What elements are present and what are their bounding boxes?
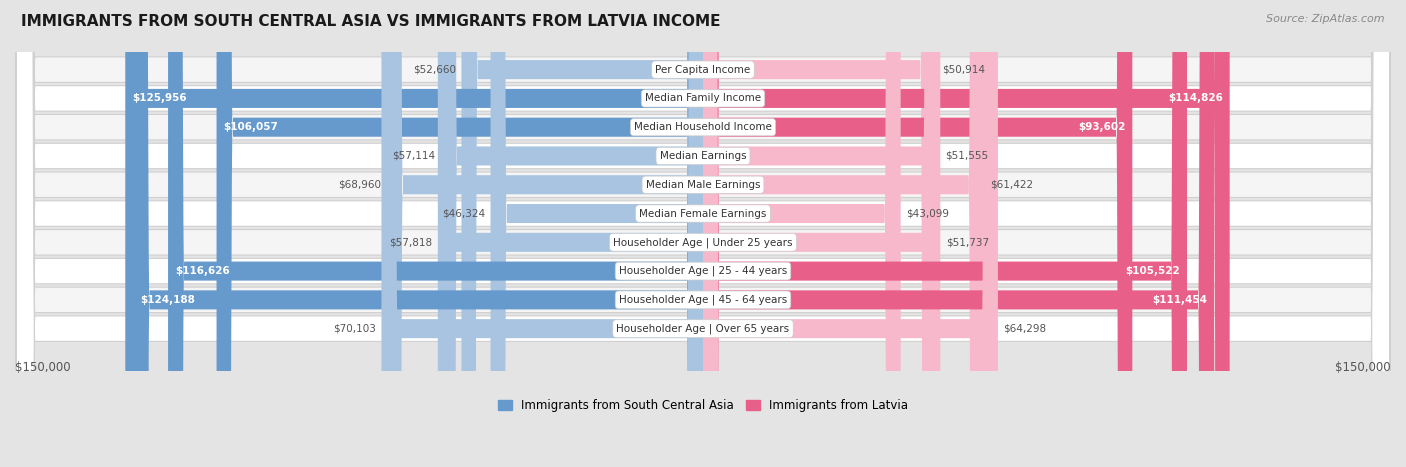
- FancyBboxPatch shape: [703, 0, 901, 467]
- Text: $105,522: $105,522: [1125, 266, 1180, 276]
- FancyBboxPatch shape: [703, 0, 1215, 467]
- Text: $61,422: $61,422: [990, 180, 1033, 190]
- FancyBboxPatch shape: [441, 0, 703, 467]
- FancyBboxPatch shape: [134, 0, 703, 467]
- Text: $68,960: $68,960: [339, 180, 381, 190]
- FancyBboxPatch shape: [387, 0, 703, 467]
- Text: $124,188: $124,188: [141, 295, 195, 305]
- Text: Median Family Income: Median Family Income: [645, 93, 761, 103]
- FancyBboxPatch shape: [703, 0, 984, 467]
- Text: Median Male Earnings: Median Male Earnings: [645, 180, 761, 190]
- FancyBboxPatch shape: [17, 0, 1389, 467]
- Text: $116,626: $116,626: [174, 266, 229, 276]
- FancyBboxPatch shape: [703, 0, 998, 467]
- Text: IMMIGRANTS FROM SOUTH CENTRAL ASIA VS IMMIGRANTS FROM LATVIA INCOME: IMMIGRANTS FROM SOUTH CENTRAL ASIA VS IM…: [21, 14, 721, 29]
- FancyBboxPatch shape: [703, 0, 939, 467]
- Text: $51,737: $51,737: [946, 237, 988, 248]
- FancyBboxPatch shape: [217, 0, 703, 467]
- FancyBboxPatch shape: [17, 0, 1389, 467]
- FancyBboxPatch shape: [461, 0, 703, 467]
- Text: $51,555: $51,555: [945, 151, 988, 161]
- Text: $57,114: $57,114: [392, 151, 436, 161]
- Text: $150,000: $150,000: [15, 361, 70, 375]
- Text: Median Household Income: Median Household Income: [634, 122, 772, 132]
- Text: Householder Age | 45 - 64 years: Householder Age | 45 - 64 years: [619, 295, 787, 305]
- FancyBboxPatch shape: [17, 0, 1389, 467]
- FancyBboxPatch shape: [125, 0, 703, 467]
- Text: Householder Age | Over 65 years: Householder Age | Over 65 years: [616, 324, 790, 334]
- FancyBboxPatch shape: [381, 0, 703, 467]
- Text: $70,103: $70,103: [333, 324, 375, 333]
- FancyBboxPatch shape: [491, 0, 703, 467]
- Text: Householder Age | 25 - 44 years: Householder Age | 25 - 44 years: [619, 266, 787, 276]
- Text: $111,454: $111,454: [1153, 295, 1208, 305]
- FancyBboxPatch shape: [17, 0, 1389, 467]
- Text: $50,914: $50,914: [942, 64, 986, 75]
- FancyBboxPatch shape: [17, 0, 1389, 467]
- Text: Source: ZipAtlas.com: Source: ZipAtlas.com: [1267, 14, 1385, 24]
- Text: Householder Age | Under 25 years: Householder Age | Under 25 years: [613, 237, 793, 248]
- Text: $114,826: $114,826: [1168, 93, 1223, 103]
- Text: Per Capita Income: Per Capita Income: [655, 64, 751, 75]
- FancyBboxPatch shape: [17, 0, 1389, 467]
- Text: $52,660: $52,660: [413, 64, 456, 75]
- Text: $64,298: $64,298: [1004, 324, 1046, 333]
- Text: $106,057: $106,057: [224, 122, 278, 132]
- Legend: Immigrants from South Central Asia, Immigrants from Latvia: Immigrants from South Central Asia, Immi…: [494, 395, 912, 417]
- FancyBboxPatch shape: [17, 0, 1389, 467]
- Text: $125,956: $125,956: [132, 93, 187, 103]
- Text: $43,099: $43,099: [907, 209, 949, 219]
- Text: $46,324: $46,324: [441, 209, 485, 219]
- Text: $150,000: $150,000: [1336, 361, 1391, 375]
- FancyBboxPatch shape: [17, 0, 1389, 467]
- Text: $57,818: $57,818: [389, 237, 432, 248]
- FancyBboxPatch shape: [703, 0, 936, 467]
- Text: Median Earnings: Median Earnings: [659, 151, 747, 161]
- Text: $93,602: $93,602: [1078, 122, 1125, 132]
- FancyBboxPatch shape: [169, 0, 703, 467]
- FancyBboxPatch shape: [703, 0, 1187, 467]
- Text: Median Female Earnings: Median Female Earnings: [640, 209, 766, 219]
- FancyBboxPatch shape: [17, 0, 1389, 467]
- FancyBboxPatch shape: [703, 0, 1230, 467]
- FancyBboxPatch shape: [703, 0, 1132, 467]
- FancyBboxPatch shape: [437, 0, 703, 467]
- FancyBboxPatch shape: [17, 0, 1389, 467]
- FancyBboxPatch shape: [703, 0, 941, 467]
